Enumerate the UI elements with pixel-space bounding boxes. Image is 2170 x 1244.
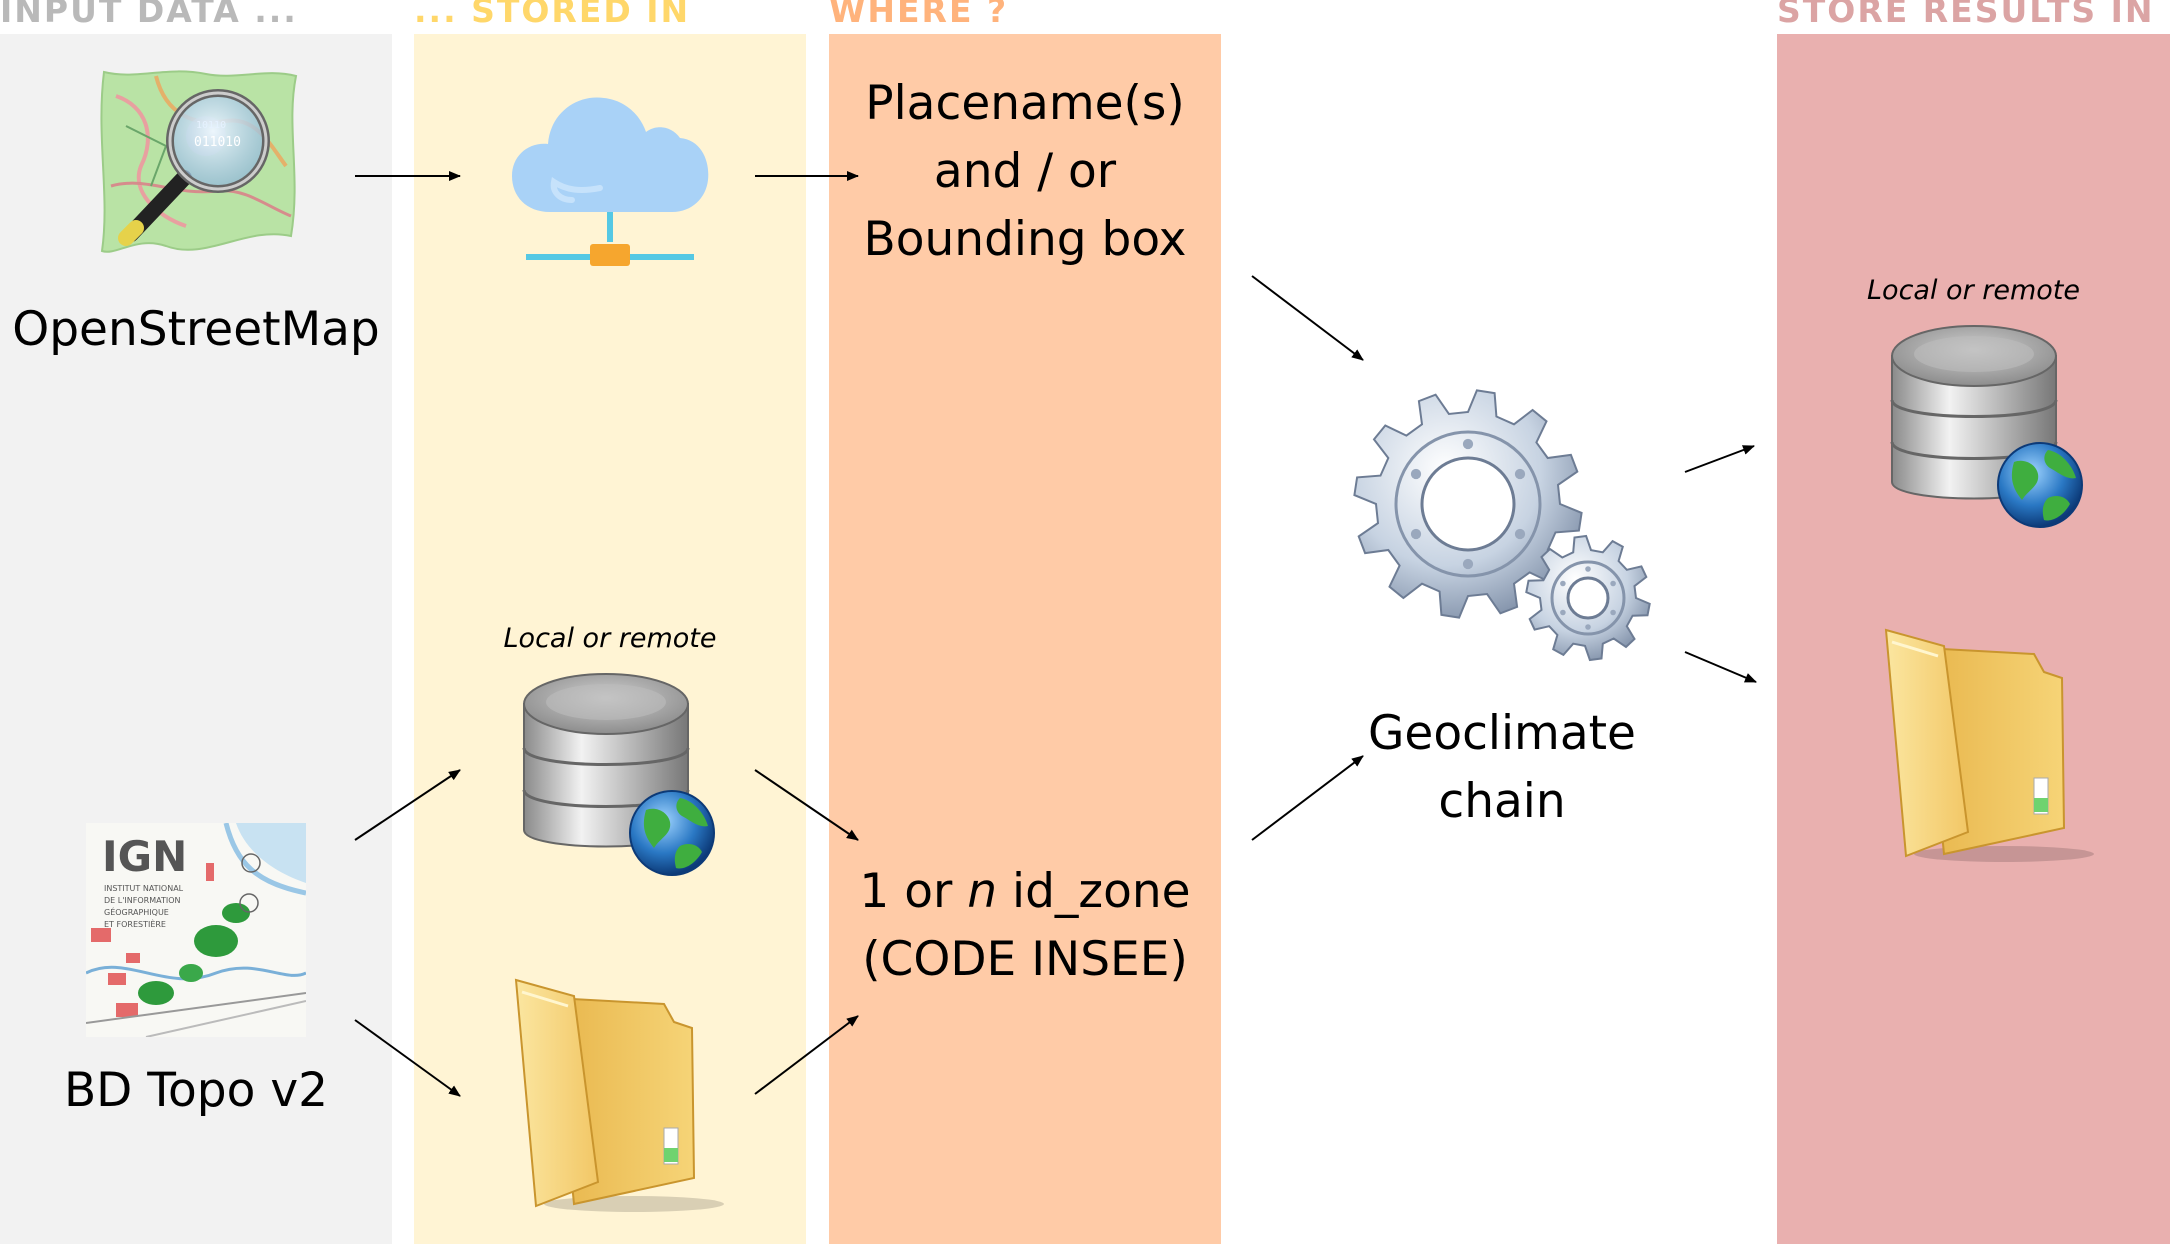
results-database-globe-icon: [1890, 325, 2083, 528]
arrow-folder-to-idzone: [754, 1015, 859, 1095]
svg-text:IGN: IGN: [102, 832, 187, 881]
where-code-insee: (CODE INSEE): [862, 932, 1188, 987]
svg-text:INSTITUT NATIONAL: INSTITUT NATIONAL: [104, 884, 184, 893]
header-stored-in: ... STORED IN: [414, 0, 691, 30]
arrow-bdtopo-to-database: [354, 769, 461, 841]
where-column: [829, 34, 1221, 1244]
osm-map-icon: 011010 10110: [100, 70, 298, 253]
results-db-label: Local or remote: [1867, 275, 2080, 306]
where-and-or: and / or: [933, 144, 1117, 199]
arrow-chain-to-results-db: [1684, 445, 1755, 473]
small-gear: [1525, 534, 1651, 662]
arrow-idzone-to-chain: [1251, 755, 1364, 841]
svg-text:DE L'INFORMATION: DE L'INFORMATION: [104, 896, 181, 905]
svg-text:ET FORESTIÈRE: ET FORESTIÈRE: [104, 918, 166, 929]
header-input-data: INPUT DATA ...: [0, 0, 298, 30]
where-id-zone-post: id_zone: [997, 864, 1191, 919]
process-label-chain: chain: [1438, 774, 1566, 829]
where-placename: Placename(s): [865, 76, 1185, 131]
where-id-zone: 1 or n id_zone: [829, 858, 1221, 926]
arrow-placename-to-chain: [1251, 275, 1364, 361]
gears-icon: [1353, 389, 1651, 662]
source-label-bdtopo: BD Topo v2: [63, 1063, 329, 1118]
store-results-column: [1777, 34, 2170, 1244]
results-folder-icon: [1884, 628, 2094, 862]
large-gear: [1353, 389, 1583, 619]
storage-db-label: Local or remote: [503, 623, 717, 654]
arrow-database-to-idzone: [754, 769, 859, 841]
arrow-chain-to-results-folder: [1684, 651, 1757, 683]
where-bounding-box: Bounding box: [863, 212, 1187, 267]
header-where: WHERE ?: [829, 0, 1009, 30]
where-id-zone-pre: 1 or: [859, 864, 968, 919]
svg-text:GÉOGRAPHIQUE: GÉOGRAPHIQUE: [104, 906, 169, 917]
folder-icon: [514, 978, 724, 1212]
cloud-server-icon: [512, 97, 709, 266]
svg-text:011010: 011010: [194, 135, 241, 150]
ign-map-icon: IGN INSTITUT NATIONAL DE L'INFORMATION G…: [86, 823, 306, 1037]
header-store-results: STORE RESULTS IN: [1777, 0, 2155, 30]
source-label-osm: OpenStreetMap: [12, 302, 380, 357]
where-id-zone-n: n: [967, 864, 998, 919]
arrow-bdtopo-to-folder: [354, 1019, 461, 1097]
process-label-geoclimate: Geoclimate: [1368, 706, 1636, 761]
database-globe-icon: [522, 673, 715, 876]
svg-text:10110: 10110: [196, 120, 226, 131]
